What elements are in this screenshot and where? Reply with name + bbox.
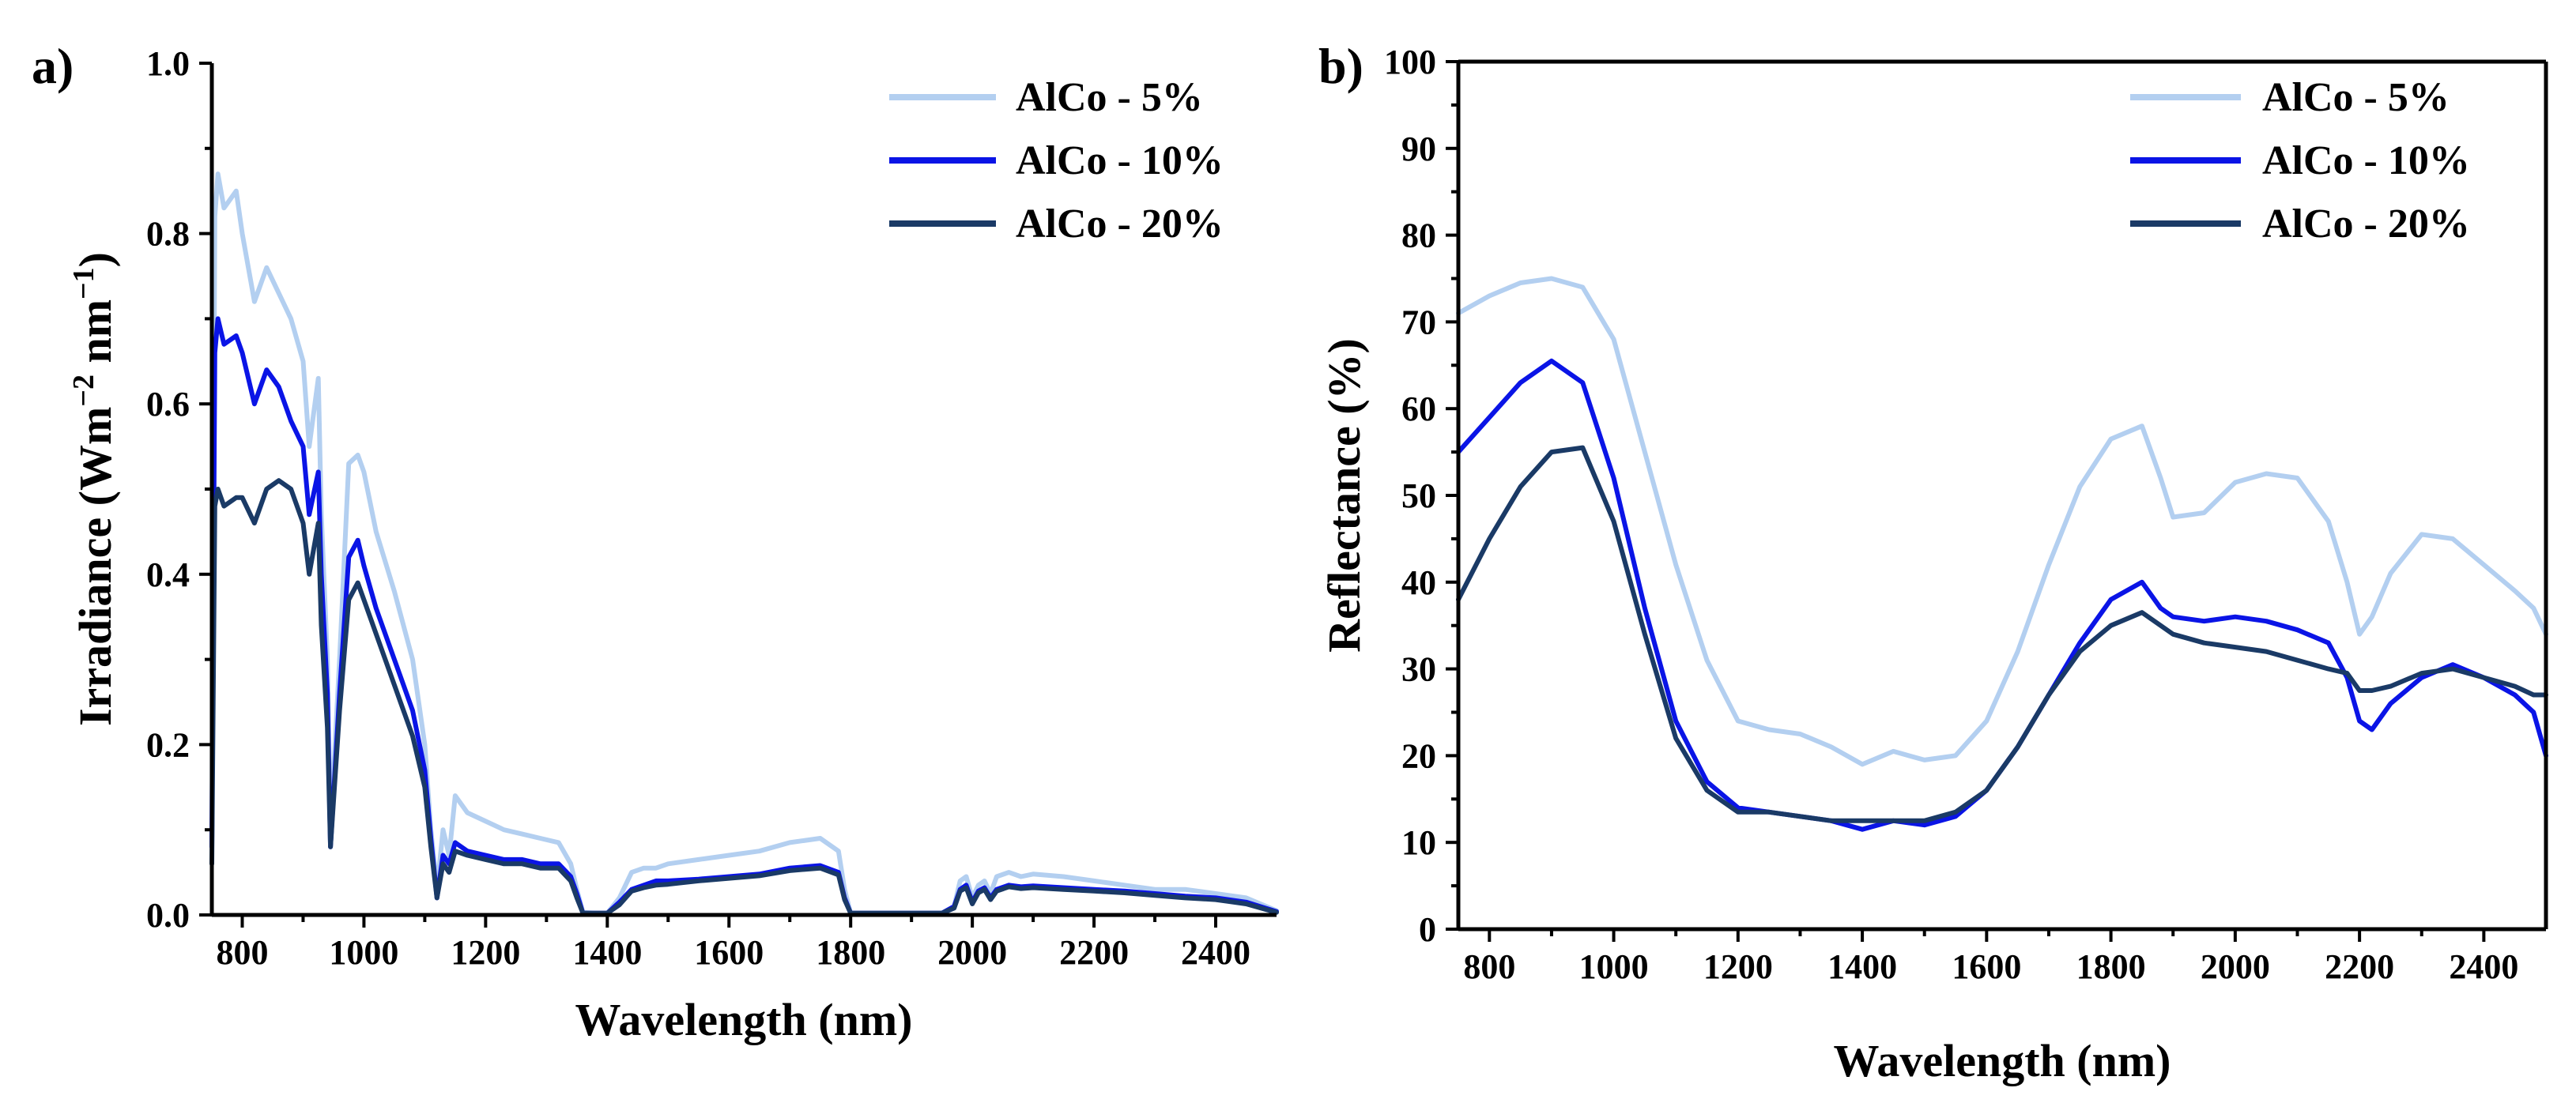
y-tick-label: 0.0 [146,896,190,935]
panel-label-b: b) [1318,38,1363,94]
y-tick-label: 0.4 [146,555,190,594]
legend-label-1: AlCo - 5% [1016,75,1203,120]
y-tick-label: 30 [1401,650,1436,689]
x-tick-label: 1000 [1579,947,1649,986]
y-axis-title-a-base: Irradiance (Wm [70,407,121,726]
y-tick-label: 100 [1384,43,1436,81]
panel-label-a: a) [32,38,74,94]
legend-b: AlCo - 5% AlCo - 10% AlCo - 20% [2130,75,2470,247]
x-tick-label: 1600 [694,933,764,972]
x-tick-label: 2400 [2449,947,2518,986]
y-tick-label: 1.0 [146,44,190,83]
y-axis-title-b: Reflectance (%) [1318,338,1370,653]
legend-a: AlCo - 5% AlCo - 10% AlCo - 20% [889,75,1224,247]
y-axis-title-a: Irradiance (Wm−2 nm−1) [67,252,121,726]
y-tick-label: 0 [1419,910,1436,949]
y-tick-label: 0.8 [146,215,190,254]
x-tick-label: 800 [1463,947,1515,986]
legend-label-3: AlCo - 20% [1016,201,1224,247]
legend-label-3: AlCo - 20% [2262,201,2470,247]
legend-label-2: AlCo - 10% [1016,138,1224,183]
x-axis-title-a: Wavelength (nm) [575,994,913,1045]
legend-label-2: AlCo - 10% [2262,138,2470,183]
x-tick-label: 800 [216,933,268,972]
legend-label-1: AlCo - 5% [2262,75,2450,120]
series-group-b [1456,276,2548,832]
y-axis-title-a-end: ) [70,252,121,267]
x-tick-label: 1400 [1827,947,1897,986]
y-tick-label: 10 [1401,823,1436,862]
y-tick-label: 40 [1401,563,1436,602]
series-line-3 [209,478,1279,916]
y-tick-label: 70 [1401,303,1436,341]
y-axis-title-a-exp1: −2 [67,375,100,407]
y-axis-title-a-mid: nm [70,299,121,375]
y-tick-label: 0.6 [146,385,190,423]
y-tick-label: 20 [1401,736,1436,775]
y-tick-label: 80 [1401,216,1436,255]
x-tick-label: 1800 [2076,947,2146,986]
x-axis-title-b: Wavelength (nm) [1834,1035,2171,1086]
x-tick-label: 2400 [1181,933,1250,972]
x-tick-label: 2000 [2201,947,2270,986]
x-tick-label: 1800 [816,933,885,972]
y-tick-label: 60 [1401,390,1436,428]
y-axis-title-a-exp2: −1 [67,267,100,299]
x-tick-label: 1600 [1952,947,2021,986]
x-tick-label: 2000 [937,933,1007,972]
x-tick-label: 2200 [2325,947,2394,986]
series-group-a [209,171,1279,916]
x-tick-label: 2200 [1059,933,1129,972]
x-tick-label: 1400 [572,933,642,972]
y-tick-label: 50 [1401,476,1436,515]
x-tick-label: 1200 [1703,947,1773,986]
y-tick-label: 90 [1401,130,1436,168]
x-tick-label: 1000 [329,933,398,972]
axes-a: 800 1000 1200 1400 1600 1800 2000 2200 2400 0.0 0.… [146,44,1277,972]
x-tick-label: 1200 [451,933,520,972]
y-tick-label: 0.2 [146,725,190,764]
chart-panel-b: b) 800 1000 1200 1400 1600 1800 2000 2200 2400 0 1… [1318,38,2548,1086]
series-line-1 [1456,276,2548,767]
series-line-1 [209,171,1279,916]
series-line-3 [1456,445,2548,823]
series-line-2 [1456,358,2548,832]
chart-panel-a: a) 800 1000 1200 1400 1600 1800 2000 2200 2400 0.… [32,38,1279,1045]
axes-b: 800 1000 1200 1400 1600 1800 2000 2200 2400 0 10 20… [1384,43,2548,986]
